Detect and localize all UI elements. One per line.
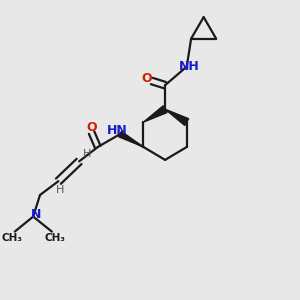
Text: O: O	[142, 71, 152, 85]
Polygon shape	[118, 131, 143, 147]
Text: H: H	[56, 184, 64, 195]
Text: HN: HN	[107, 124, 128, 137]
Text: CH₃: CH₃	[45, 232, 66, 243]
Text: NH: NH	[179, 59, 200, 73]
Polygon shape	[165, 109, 189, 125]
Text: O: O	[87, 121, 98, 134]
Polygon shape	[143, 106, 167, 122]
Text: CH₃: CH₃	[2, 232, 23, 243]
Text: N: N	[31, 208, 41, 221]
Text: H: H	[82, 149, 91, 159]
